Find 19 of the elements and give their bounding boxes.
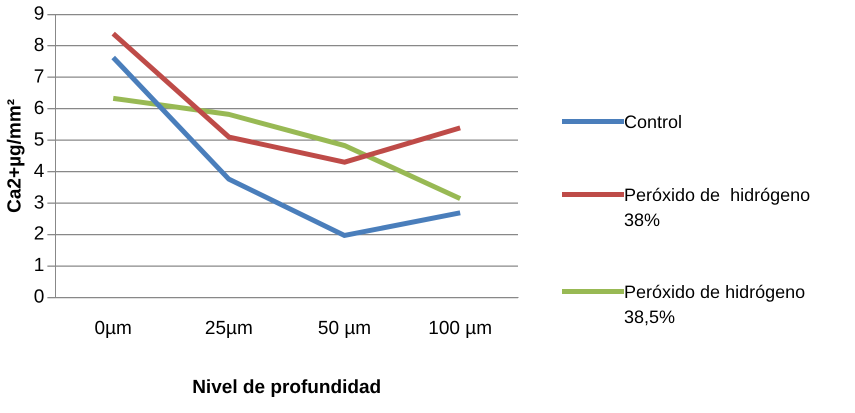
y-tick-label: 5 [34,129,44,150]
x-axis-title: Nivel de profundidad [192,376,382,398]
legend-label: Control [624,111,684,134]
y-tick-label: 6 [34,98,44,119]
y-tick-label: 1 [34,255,44,276]
x-tick-label: 100 µm [428,318,492,340]
y-tick-label: 7 [34,66,44,88]
y-tick-label: 2 [34,224,44,245]
y-tick-label: 8 [34,35,44,56]
x-tick-label: 50 µm [318,318,372,340]
y-tick-label: 9 [34,4,44,25]
x-tick-label: 25µm [204,318,253,340]
legend-label: Peróxido de hidrógeno 38% [624,184,812,232]
y-tick-label: 3 [34,192,44,214]
y-axis-title: Ca2+µg/mm² [4,98,26,213]
y-tick-label: 4 [34,160,45,182]
y-tick-label: 0 [34,286,44,308]
x-tick-label: 0µm [94,318,132,340]
legend-label: Peróxido de hidrógeno 38,5% [624,281,806,329]
